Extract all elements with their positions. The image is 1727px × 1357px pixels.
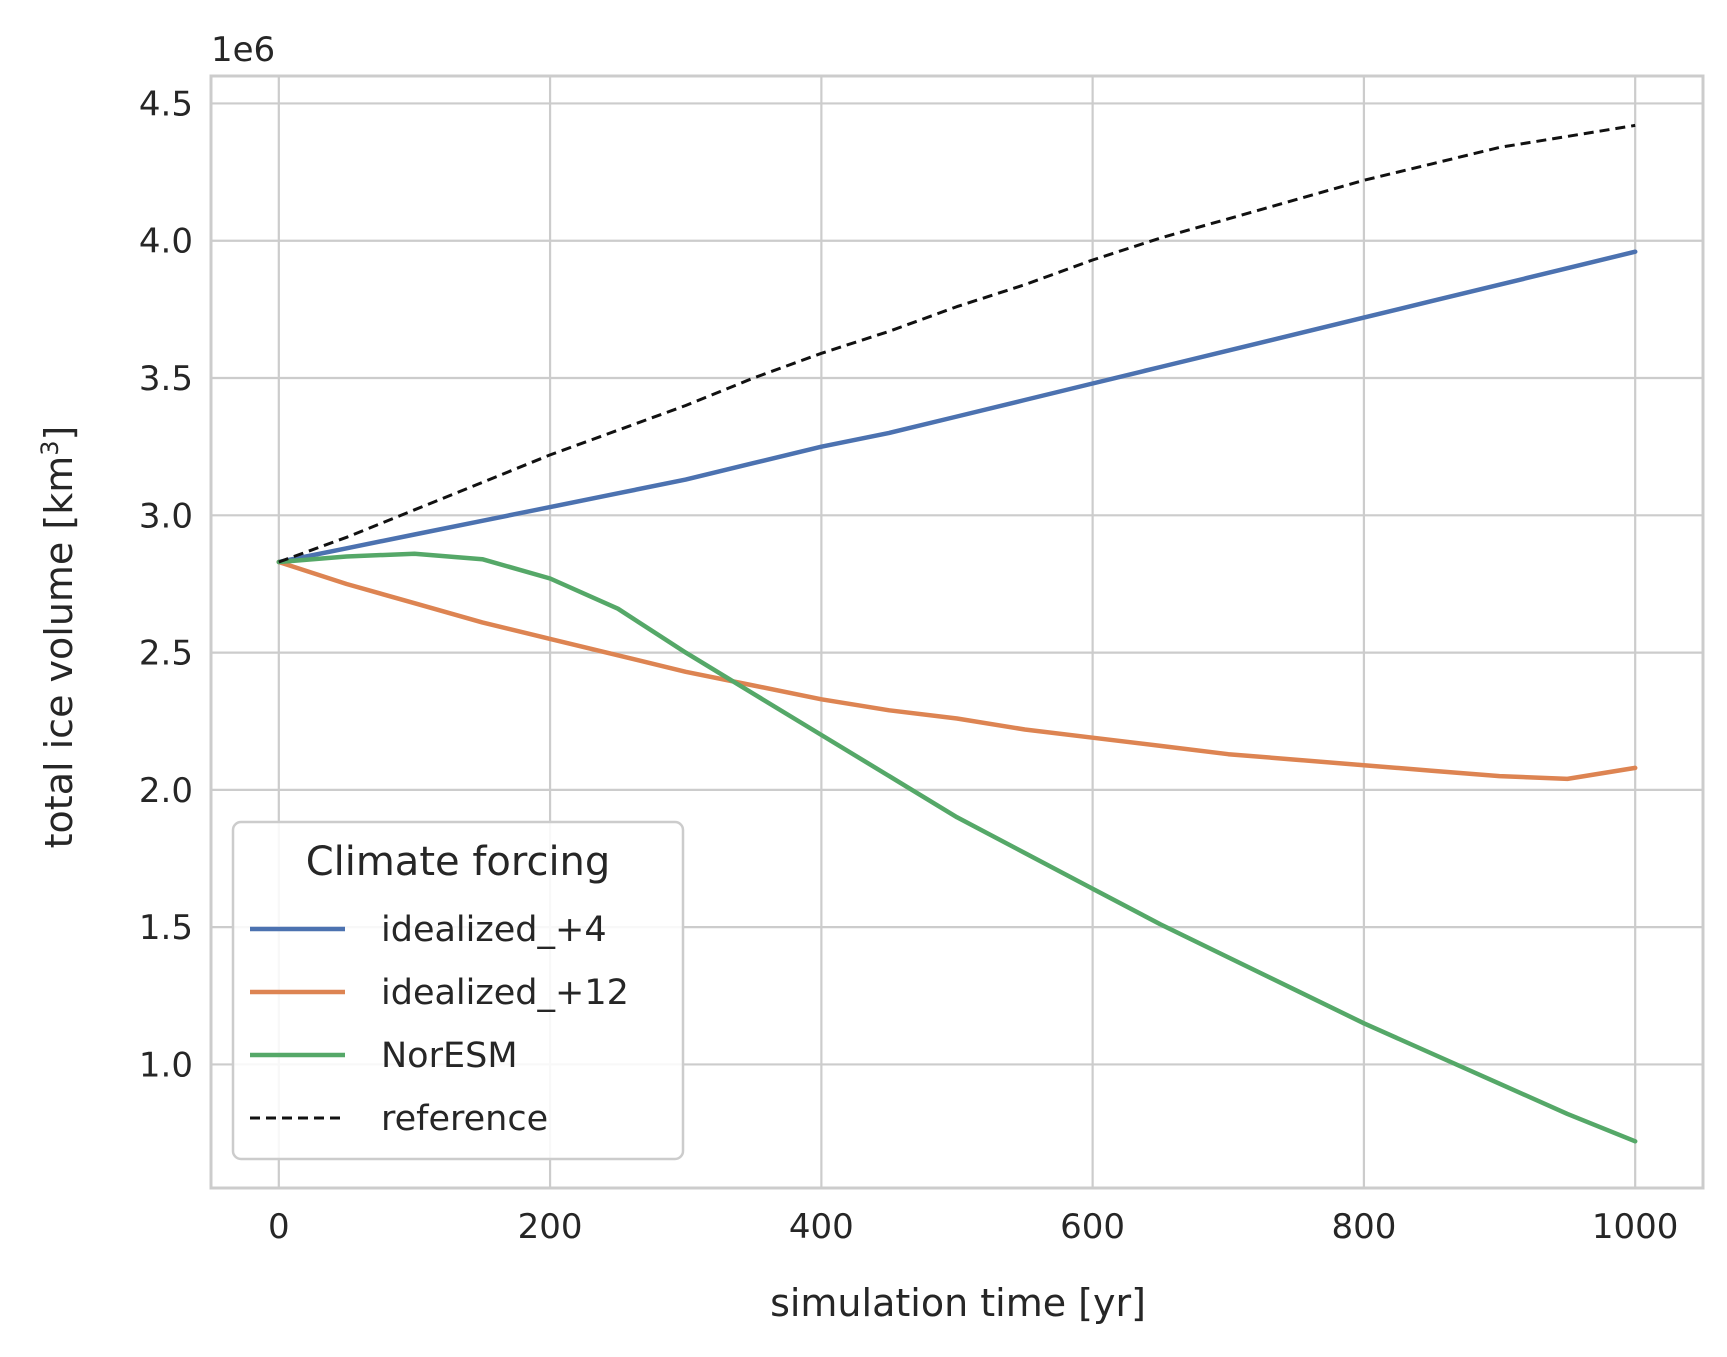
legend: Climate forcing idealized_+4 idealized_+1…: [231, 820, 685, 1161]
x-tick-label: 800: [1331, 1207, 1396, 1247]
x-tick-label: 0: [268, 1207, 290, 1247]
y-axis-label-main: total ice volume [km: [37, 456, 81, 849]
y-axis-label-superscript: 3: [36, 440, 64, 455]
series-line-NorESM: [276, 551, 1638, 1144]
series-line-idealized_+12: [276, 559, 1638, 782]
y-tick-label: 2.5: [139, 634, 193, 674]
y-tick-label: 2.0: [139, 771, 193, 811]
x-tick-label: 400: [789, 1207, 854, 1247]
y-axis-label: total ice volume [km3]: [36, 426, 81, 849]
x-axis-label: simulation time [yr]: [770, 1281, 1146, 1325]
x-tick-label: 1000: [1592, 1207, 1679, 1247]
x-tick-label: 600: [1060, 1207, 1125, 1247]
legend-label: idealized_+4: [381, 910, 607, 950]
legend-label: idealized_+12: [381, 973, 629, 1013]
y-axis-label-end: ]: [37, 426, 81, 441]
x-tick-labels: 0 200 400 600 800 1000: [268, 1207, 1678, 1247]
y-tick-label: 4.0: [139, 222, 193, 262]
y-tick-label: 1.5: [139, 908, 193, 948]
y-tick-label: 1.0: [139, 1045, 193, 1085]
legend-label: reference: [381, 1099, 548, 1139]
y-tick-labels: 1.0 1.5 2.0 2.5 3.0 3.5 4.0 4.5: [139, 84, 193, 1085]
legend-label: NorESM: [381, 1036, 518, 1076]
legend-title: Climate forcing: [306, 839, 611, 885]
series-line-idealized_+4: [276, 249, 1638, 565]
series-line-reference: [278, 123, 1636, 564]
legend-entries: idealized_+4 idealized_+12 NorESM reference: [250, 910, 629, 1139]
y-tick-label: 3.5: [139, 359, 193, 399]
y-tick-label: 4.5: [139, 84, 193, 124]
legend-box: [231, 820, 685, 1161]
plot-frame: [209, 74, 1705, 1190]
y-axis-multiplier: 1e6: [211, 30, 275, 70]
series-layer: [276, 123, 1638, 1144]
y-tick-label: 3.0: [139, 496, 193, 536]
x-tick-label: 200: [518, 1207, 583, 1247]
